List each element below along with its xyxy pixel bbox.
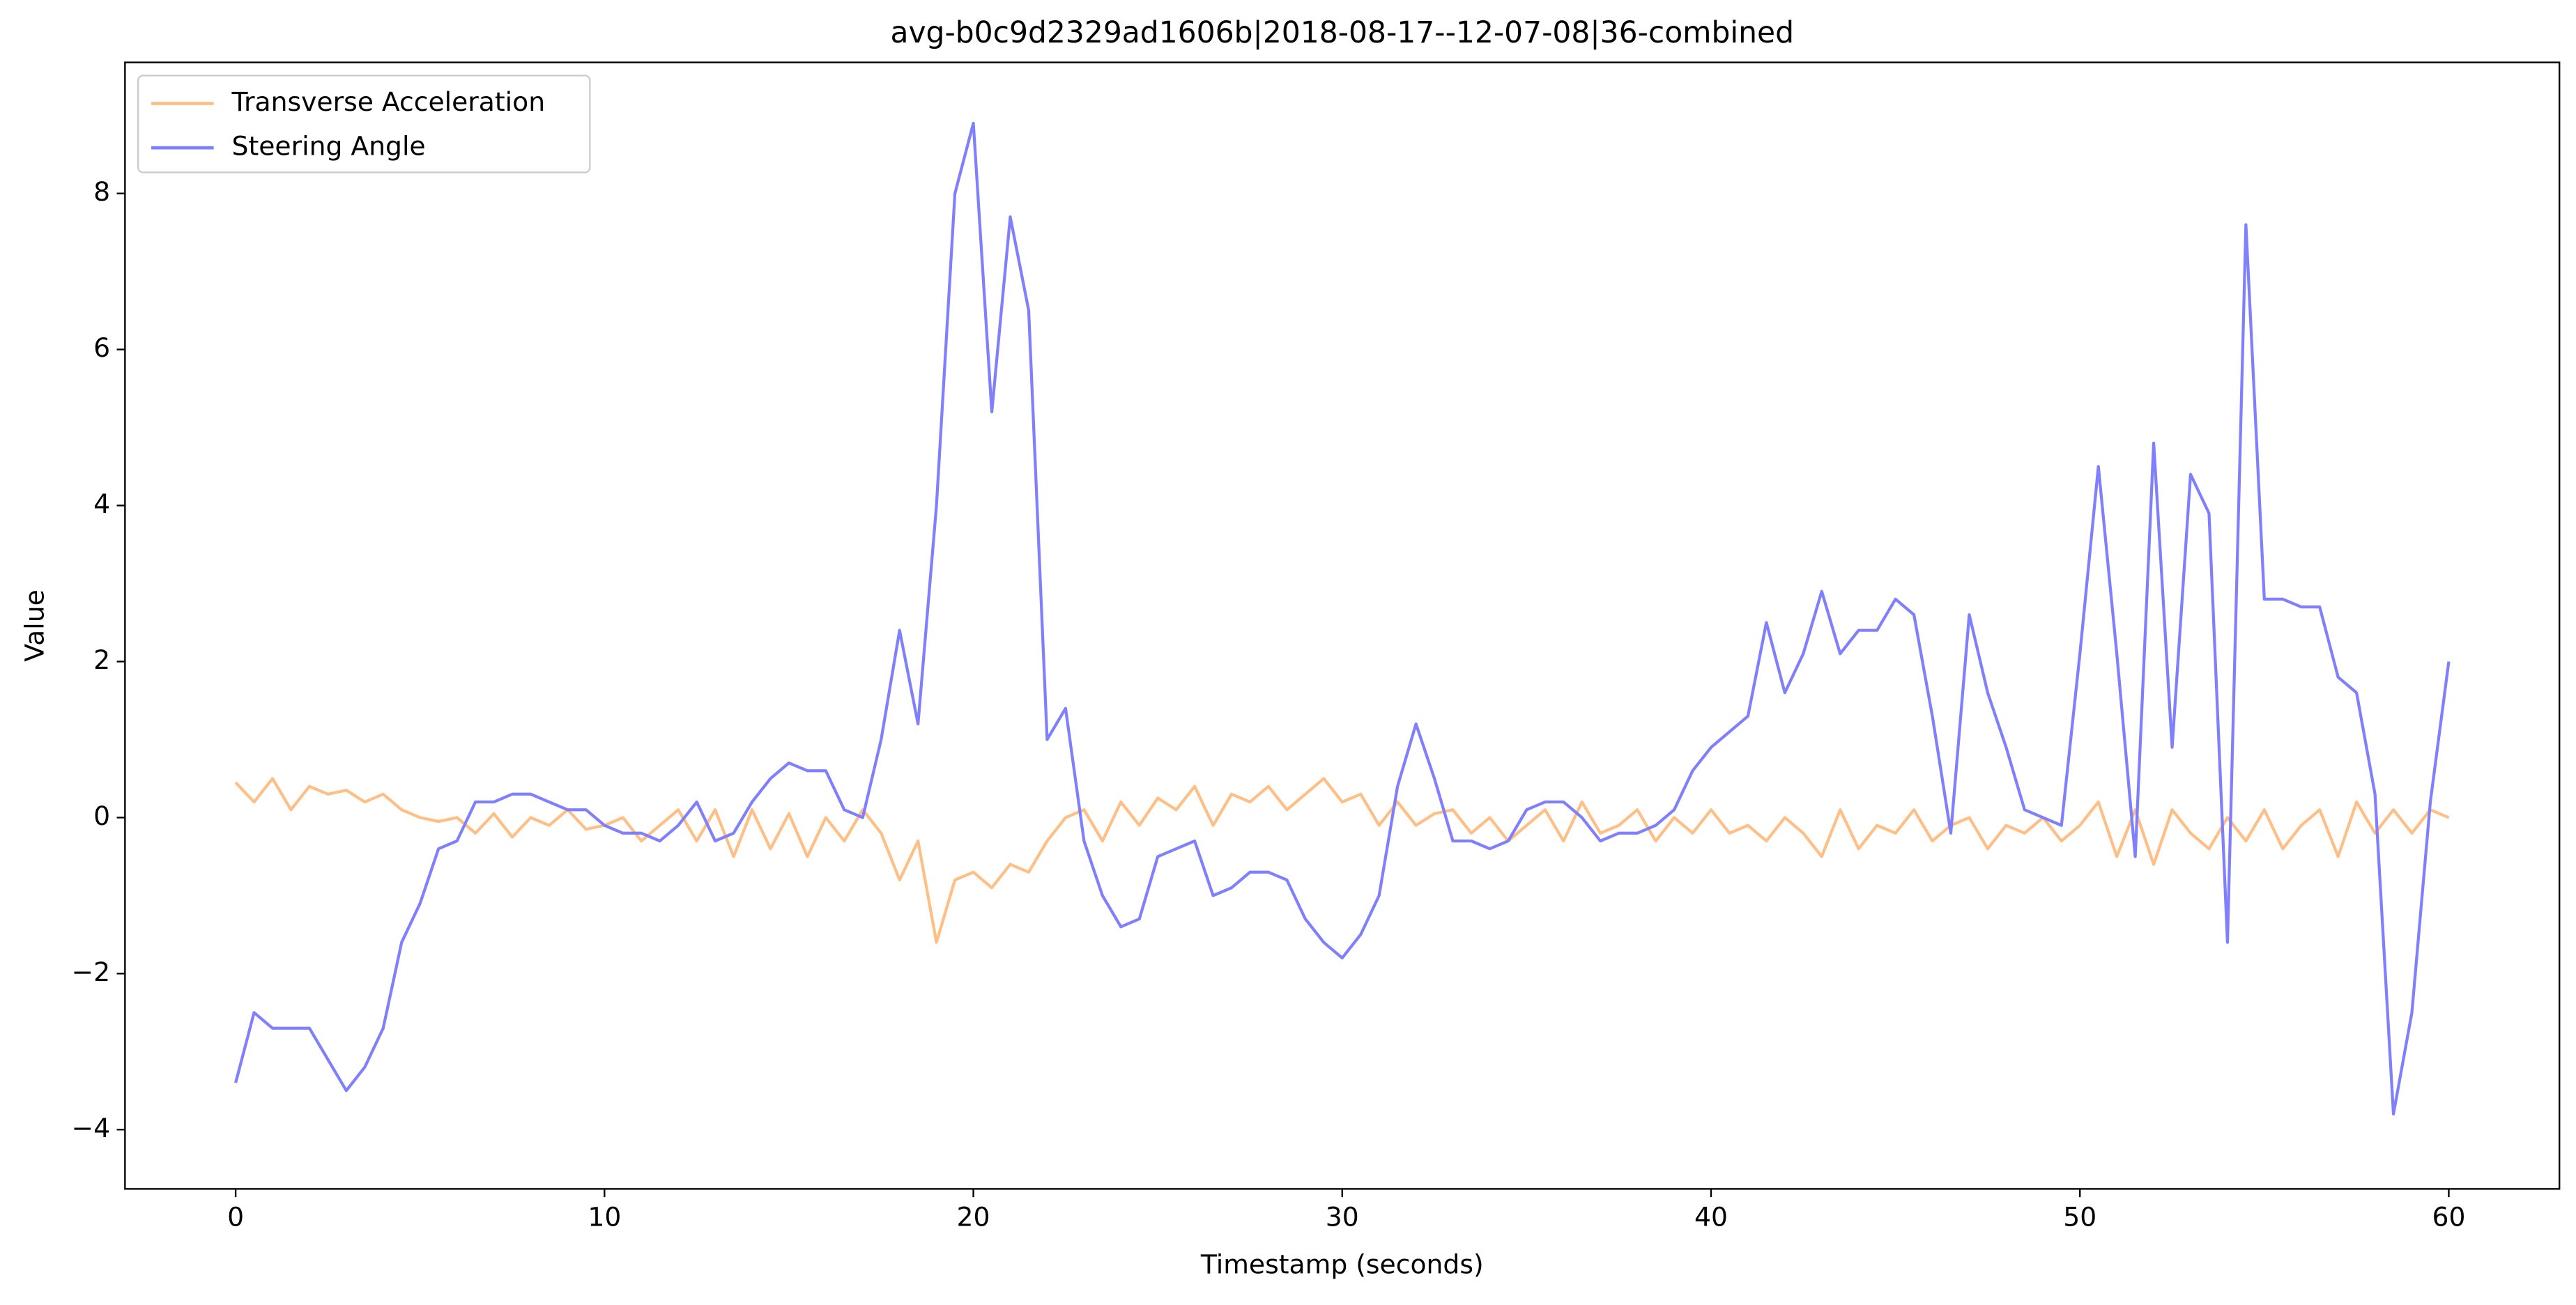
legend-label: Transverse Acceleration [231, 86, 546, 117]
y-tick-label: 4 [93, 488, 110, 519]
series-line [234, 121, 2451, 1116]
y-tick-label: −4 [72, 1113, 111, 1143]
y-tick-label: 6 [93, 332, 110, 363]
x-tick-label: 30 [1326, 1201, 1359, 1232]
x-tick-label: 50 [2063, 1201, 2096, 1232]
x-tick-label: 40 [1694, 1201, 1728, 1232]
y-tick-label: 0 [93, 801, 110, 831]
plot-frame [124, 61, 2561, 1190]
x-axis-label: Timestamp (seconds) [1200, 1249, 1484, 1280]
legend-box [137, 75, 591, 173]
x-tick-label: 60 [2432, 1201, 2465, 1232]
x-tick-label: 0 [227, 1201, 244, 1232]
y-tick-label: 2 [93, 644, 110, 675]
y-tick-label: 8 [93, 176, 110, 207]
legend-label: Steering Angle [232, 131, 426, 162]
chart-title: avg-b0c9d2329ad1606b|2018-08-17--12-07-0… [890, 16, 1794, 50]
y-tick-label: −2 [72, 957, 111, 987]
x-tick-label: 20 [957, 1201, 990, 1232]
y-axis-label: Value [20, 589, 50, 661]
x-tick-label: 10 [588, 1201, 621, 1232]
